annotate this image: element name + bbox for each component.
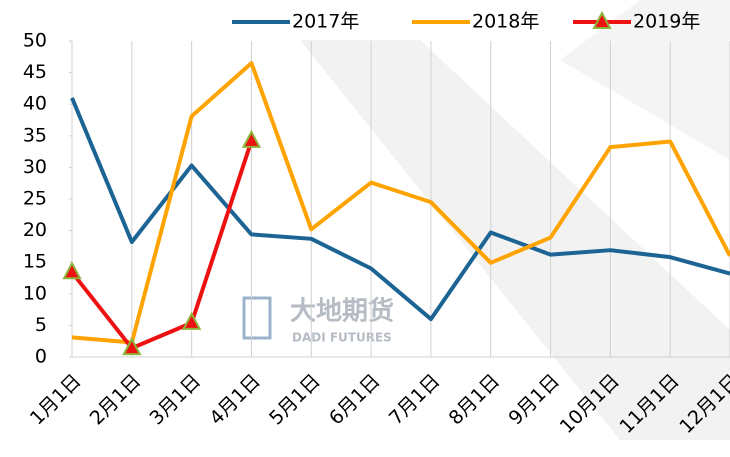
y-tick-label: 10 (23, 282, 47, 304)
series-line (70, 140, 254, 351)
data-point (62, 261, 82, 280)
legend-label: 2019年 (633, 11, 700, 33)
x-tick-label: 4月1日 (205, 370, 265, 430)
x-tick-label: 6月1日 (325, 370, 385, 430)
watermark: 大地期货 DADI FUTURES (242, 296, 394, 345)
x-tick-label: 3月1日 (146, 370, 206, 430)
x-tick-label: 9月1日 (504, 370, 564, 430)
legend-label: 2018年 (472, 11, 539, 33)
x-tick-label: 7月1日 (385, 370, 445, 430)
watermark-subtext: DADI FUTURES (292, 331, 392, 345)
x-tick-label: 5月1日 (265, 370, 325, 430)
x-tick-label: 2月1日 (86, 370, 146, 430)
y-tick-label: 15 (23, 251, 47, 273)
series-line (71, 61, 730, 345)
watermark-logo (242, 296, 272, 340)
x-tick-label: 8月1日 (445, 370, 505, 430)
legend-item: 2018年 (412, 11, 539, 33)
y-tick-label: 35 (23, 124, 47, 146)
x-tick-label: 1月1日 (26, 370, 86, 430)
legend-item: 2017年 (232, 11, 359, 33)
y-tick-label: 20 (23, 219, 47, 241)
y-tick-label: 30 (23, 156, 47, 178)
data-point (181, 311, 202, 330)
y-tick-label: 0 (35, 346, 47, 368)
data-point (122, 337, 142, 356)
legend-marker (592, 10, 612, 29)
watermark-text: 大地期货 (290, 296, 394, 327)
y-tick-label: 40 (23, 93, 47, 115)
legend-label: 2017年 (292, 11, 359, 33)
y-tick-label: 50 (23, 30, 47, 52)
series-line (70, 97, 730, 322)
y-tick-label: 5 (35, 314, 47, 336)
legend-item: 2019年 (573, 11, 700, 33)
y-tick-label: 25 (23, 188, 47, 210)
data-point (241, 129, 262, 148)
y-tick-label: 45 (23, 61, 47, 83)
